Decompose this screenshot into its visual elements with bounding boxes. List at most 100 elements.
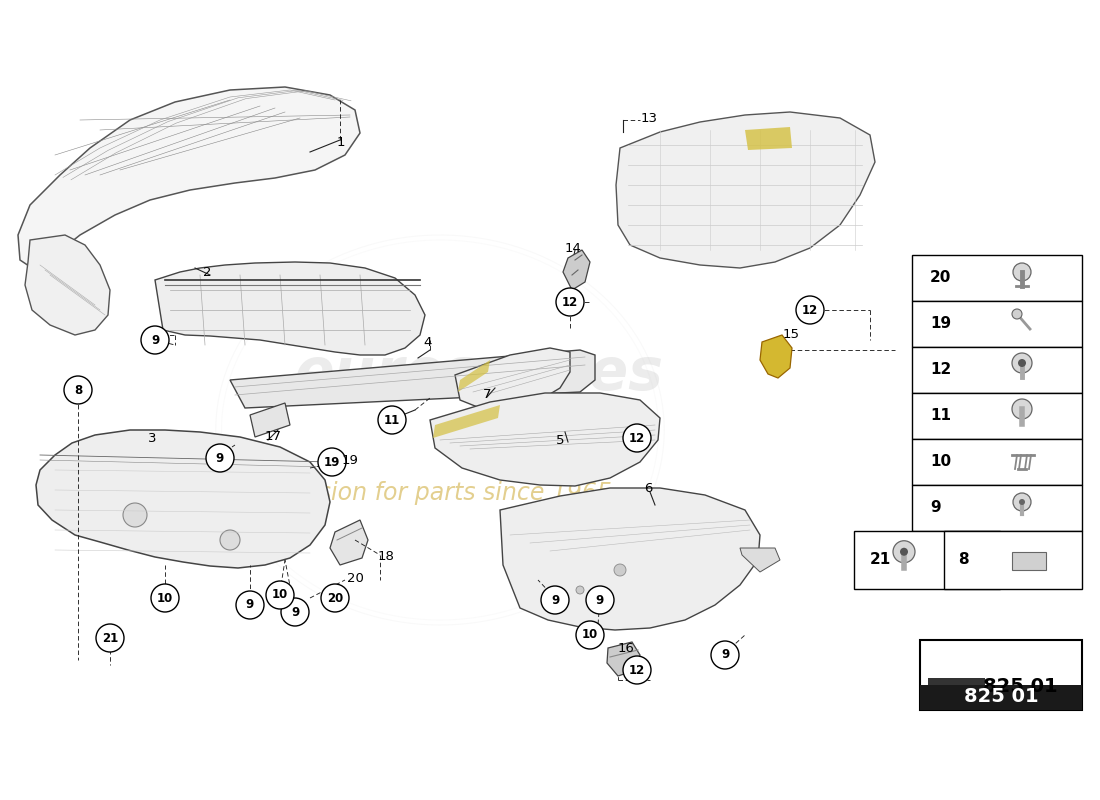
Bar bbox=[912, 347, 1082, 393]
Text: 20: 20 bbox=[346, 571, 364, 585]
Circle shape bbox=[586, 586, 614, 614]
Text: 10: 10 bbox=[272, 589, 288, 602]
Text: 21: 21 bbox=[102, 631, 118, 645]
Text: 825 01: 825 01 bbox=[964, 687, 1038, 706]
Polygon shape bbox=[18, 87, 360, 270]
Circle shape bbox=[1019, 499, 1025, 505]
Text: 10: 10 bbox=[930, 454, 952, 470]
Text: 15: 15 bbox=[783, 329, 800, 342]
Text: 3: 3 bbox=[147, 431, 156, 445]
Text: 11: 11 bbox=[384, 414, 400, 426]
Bar bbox=[912, 485, 1082, 531]
Text: 9: 9 bbox=[151, 334, 160, 346]
Text: 1: 1 bbox=[337, 137, 345, 150]
Bar bbox=[912, 301, 1082, 347]
Text: 9: 9 bbox=[551, 594, 559, 606]
Text: 10: 10 bbox=[582, 629, 598, 642]
Text: 16: 16 bbox=[618, 642, 635, 654]
Text: 12: 12 bbox=[629, 663, 645, 677]
Polygon shape bbox=[36, 430, 330, 568]
Text: 5: 5 bbox=[556, 434, 564, 446]
Text: 9: 9 bbox=[596, 594, 604, 606]
Polygon shape bbox=[500, 488, 760, 630]
Text: 19: 19 bbox=[342, 454, 359, 466]
Circle shape bbox=[151, 584, 179, 612]
Polygon shape bbox=[25, 235, 110, 335]
Polygon shape bbox=[330, 520, 369, 565]
Polygon shape bbox=[458, 360, 490, 392]
Text: 9: 9 bbox=[930, 501, 940, 515]
Text: a passion for parts since 1965: a passion for parts since 1965 bbox=[255, 481, 612, 505]
Polygon shape bbox=[230, 350, 595, 408]
Text: 8: 8 bbox=[74, 383, 82, 397]
Circle shape bbox=[1012, 309, 1022, 319]
Polygon shape bbox=[607, 642, 640, 676]
Text: 6: 6 bbox=[644, 482, 652, 494]
Circle shape bbox=[1013, 263, 1031, 281]
Circle shape bbox=[378, 406, 406, 434]
Text: 20: 20 bbox=[327, 591, 343, 605]
Text: 9: 9 bbox=[720, 649, 729, 662]
Text: 13: 13 bbox=[641, 111, 658, 125]
Circle shape bbox=[623, 656, 651, 684]
Text: 21: 21 bbox=[870, 552, 891, 567]
Polygon shape bbox=[745, 127, 792, 150]
Polygon shape bbox=[616, 112, 875, 268]
Circle shape bbox=[623, 424, 651, 452]
Text: 4: 4 bbox=[424, 335, 432, 349]
Text: 9: 9 bbox=[290, 606, 299, 618]
Bar bbox=[912, 393, 1082, 439]
Text: 19: 19 bbox=[323, 455, 340, 469]
Polygon shape bbox=[760, 335, 792, 378]
Circle shape bbox=[900, 548, 908, 556]
Circle shape bbox=[266, 581, 294, 609]
Text: 11: 11 bbox=[930, 409, 952, 423]
Text: 14: 14 bbox=[564, 242, 582, 254]
FancyBboxPatch shape bbox=[1012, 552, 1046, 570]
Polygon shape bbox=[430, 393, 660, 486]
Bar bbox=[912, 439, 1082, 485]
Text: 2: 2 bbox=[202, 266, 211, 278]
Text: 19: 19 bbox=[930, 317, 952, 331]
Circle shape bbox=[1013, 493, 1031, 511]
Text: 18: 18 bbox=[378, 550, 395, 563]
Bar bbox=[945, 531, 1082, 589]
Circle shape bbox=[318, 448, 346, 476]
Text: 12: 12 bbox=[930, 362, 952, 378]
Circle shape bbox=[541, 586, 569, 614]
Circle shape bbox=[123, 503, 147, 527]
Circle shape bbox=[556, 288, 584, 316]
Circle shape bbox=[1012, 399, 1032, 419]
Text: 12: 12 bbox=[802, 303, 818, 317]
Circle shape bbox=[576, 586, 584, 594]
Polygon shape bbox=[740, 548, 780, 572]
Circle shape bbox=[1012, 353, 1032, 373]
Text: 12: 12 bbox=[562, 295, 579, 309]
Bar bbox=[912, 255, 1082, 301]
Text: 20: 20 bbox=[930, 270, 952, 286]
Circle shape bbox=[206, 444, 234, 472]
Text: 12: 12 bbox=[629, 431, 645, 445]
Circle shape bbox=[711, 641, 739, 669]
Circle shape bbox=[280, 598, 309, 626]
Text: 9: 9 bbox=[216, 451, 224, 465]
Text: 10: 10 bbox=[157, 591, 173, 605]
Polygon shape bbox=[155, 262, 425, 355]
Text: eurospares: eurospares bbox=[295, 345, 664, 402]
Circle shape bbox=[96, 624, 124, 652]
Circle shape bbox=[576, 621, 604, 649]
Polygon shape bbox=[250, 403, 290, 437]
Text: 17: 17 bbox=[264, 430, 282, 443]
Bar bbox=[920, 640, 1082, 710]
Bar bbox=[854, 531, 1000, 589]
Text: 8: 8 bbox=[958, 552, 969, 567]
Text: 825 01: 825 01 bbox=[982, 677, 1057, 695]
Circle shape bbox=[893, 541, 915, 562]
Circle shape bbox=[796, 296, 824, 324]
Polygon shape bbox=[928, 678, 984, 695]
Bar bbox=[920, 685, 1082, 710]
Polygon shape bbox=[455, 348, 570, 408]
Circle shape bbox=[236, 591, 264, 619]
Circle shape bbox=[64, 376, 92, 404]
Circle shape bbox=[141, 326, 169, 354]
